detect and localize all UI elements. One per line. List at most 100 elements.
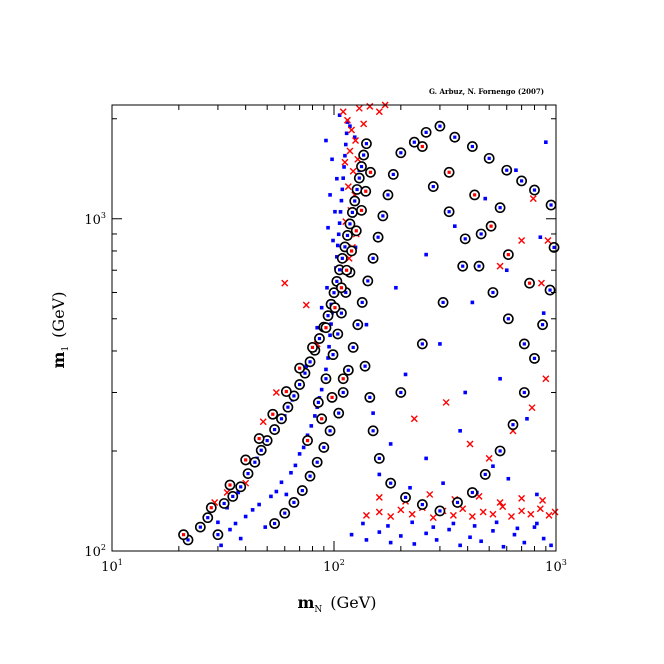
point-circled	[466, 487, 478, 498]
point-circled	[437, 297, 449, 308]
point-circled	[507, 419, 519, 431]
point-blue	[349, 532, 354, 537]
point-red-cross	[302, 301, 310, 309]
point-circled	[434, 505, 446, 517]
point-circled	[364, 391, 376, 403]
point-circled	[288, 497, 300, 508]
point-circled	[178, 529, 189, 541]
point-blue	[325, 285, 329, 290]
point-circled	[457, 260, 469, 272]
point-circled	[516, 175, 528, 187]
point-circled	[276, 413, 287, 425]
point-blue	[263, 525, 268, 529]
point-blue	[532, 525, 537, 529]
point-red-cross	[527, 510, 535, 518]
point-blue	[394, 285, 398, 290]
point-circled	[267, 408, 279, 420]
point-blue	[361, 521, 365, 526]
point-circled	[427, 181, 439, 192]
point-circled	[316, 413, 328, 425]
point-circled	[518, 387, 530, 398]
point-circled	[416, 338, 428, 350]
y-axis-label-unit: (GeV)	[49, 292, 68, 338]
point-red-cross	[466, 440, 474, 448]
point-circled	[332, 328, 344, 340]
point-red-cross	[397, 506, 405, 514]
point-blue	[339, 198, 344, 203]
point-blue	[377, 472, 382, 477]
point-blue	[447, 527, 451, 532]
point-red-cross	[499, 503, 507, 511]
point-blue	[335, 243, 340, 248]
plot-frame	[111, 104, 557, 552]
point-red-cross	[344, 183, 352, 191]
point-circled	[529, 184, 540, 196]
point-blue	[216, 520, 220, 525]
point-circled	[356, 204, 367, 216]
point-blue	[329, 322, 333, 326]
point-circled	[400, 491, 411, 503]
point-red-cross	[375, 508, 383, 516]
point-blue	[333, 209, 337, 214]
point-circled	[322, 310, 334, 322]
point-blue	[340, 187, 345, 192]
point-circled	[434, 120, 446, 132]
point-circled	[240, 454, 252, 466]
point-red-cross	[348, 126, 356, 134]
point-circled	[395, 387, 407, 398]
point-blue	[336, 232, 341, 237]
point-blue	[331, 238, 335, 243]
point-blue	[371, 411, 375, 415]
point-blue	[438, 342, 442, 346]
credit-text: G. Arbuz, N. Fornengo (2007)	[429, 87, 544, 96]
point-circled	[350, 225, 362, 237]
point-circled	[420, 126, 432, 138]
point-circled	[235, 481, 247, 493]
point-circled	[255, 444, 267, 456]
point-blue	[388, 442, 393, 446]
point-red-cross	[281, 279, 289, 287]
point-circled	[544, 284, 556, 296]
point-blue	[335, 255, 339, 259]
point-blue	[301, 445, 306, 450]
point-circled	[502, 249, 514, 261]
point-red-cross	[496, 498, 504, 506]
point-circled	[359, 360, 371, 372]
point-blue	[238, 536, 243, 541]
point-blue	[452, 224, 457, 228]
point-circled	[367, 425, 379, 437]
point-circled	[269, 518, 280, 529]
point-circled	[373, 452, 385, 464]
point-circled	[242, 468, 254, 479]
point-circled	[327, 349, 339, 361]
point-circled	[382, 189, 394, 201]
point-blue	[408, 485, 412, 490]
point-circled	[466, 141, 478, 152]
point-blue	[364, 322, 369, 327]
point-red-cross	[375, 493, 383, 501]
point-red-cross	[259, 418, 267, 426]
point-circled	[352, 319, 364, 331]
point-circled	[253, 433, 265, 444]
point-red-cross	[341, 158, 349, 166]
point-blue	[458, 543, 462, 548]
point-red-cross	[479, 508, 487, 516]
point-circled	[342, 230, 353, 241]
point-red-cross	[387, 513, 395, 521]
point-blue	[328, 333, 332, 338]
point-blue	[304, 364, 309, 368]
point-red-cross	[408, 510, 416, 518]
point-blue	[342, 165, 346, 169]
point-circled	[347, 342, 359, 353]
point-circled	[524, 277, 535, 289]
point-circled	[304, 356, 316, 368]
point-blue	[479, 539, 483, 544]
point-circled	[212, 529, 224, 541]
point-circled	[269, 424, 280, 435]
point-circled	[473, 260, 485, 272]
point-red-cross	[518, 507, 526, 515]
point-circled	[356, 297, 368, 308]
point-red-cross	[426, 490, 434, 498]
point-blue	[284, 492, 289, 497]
